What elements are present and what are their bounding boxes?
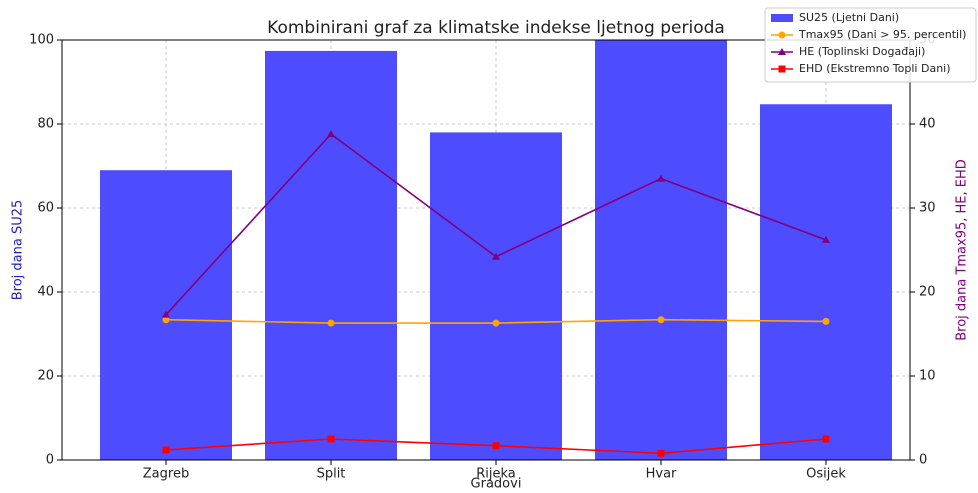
y2-tick-label: 0: [919, 453, 927, 468]
bar: [430, 132, 562, 460]
marker: [657, 449, 665, 457]
marker: [822, 317, 830, 325]
legend-label: Tmax95 (Dani > 95. percentil): [798, 28, 966, 41]
y2-tick-label: 20: [919, 285, 936, 300]
legend-label: EHD (Ekstremno Topli Dani): [799, 62, 951, 75]
marker: [492, 252, 500, 260]
x-tick-label: Zagreb: [143, 467, 189, 482]
marker: [162, 310, 170, 318]
marker: [778, 48, 786, 55]
legend: SU25 (Ljetni Dani) Tmax95 (Dani > 95. per…: [764, 7, 977, 83]
marker: [657, 316, 665, 324]
marker: [162, 446, 170, 454]
bar: [265, 50, 397, 461]
marker: [162, 316, 170, 324]
y-tick-label: 0: [46, 453, 54, 468]
y2-axis-label: Broj dana Tmax95, HE, EHD: [955, 159, 970, 341]
x-tick-label: Hvar: [646, 467, 677, 482]
legend-swatch: [771, 14, 793, 22]
y2-tick-label: 10: [919, 369, 936, 384]
marker: [492, 319, 500, 327]
bar: [760, 104, 892, 460]
marker: [327, 435, 335, 443]
x-axis-label: Gradovi: [471, 477, 522, 492]
x-tick-label: Split: [317, 467, 346, 482]
marker: [778, 65, 786, 73]
x-tick-label: Osijek: [806, 467, 846, 482]
marker: [822, 235, 830, 243]
marker: [327, 319, 335, 327]
y-axis-label: Broj dana SU25: [11, 200, 26, 301]
y-tick-label: 80: [37, 117, 54, 132]
y2-tick-label: 30: [919, 201, 936, 216]
marker: [778, 31, 786, 39]
y-tick-label: 100: [29, 33, 54, 48]
bar: [595, 40, 727, 460]
legend-box: [764, 7, 977, 83]
x-tick-label: Rijeka: [476, 467, 516, 482]
marker: [657, 174, 665, 182]
chart-title: Kombinirani graf za klimatske indekse lj…: [267, 18, 725, 38]
marker: [492, 442, 500, 450]
legend-label: SU25 (Ljetni Dani): [799, 11, 899, 24]
y-tick-label: 20: [37, 369, 54, 384]
y2-tick-label: 40: [919, 117, 936, 132]
marker: [327, 130, 335, 138]
legend-label: HE (Toplinski Događaji): [799, 45, 925, 58]
marker: [822, 435, 830, 443]
y-tick-label: 60: [37, 201, 54, 216]
y-tick-label: 40: [37, 285, 54, 300]
